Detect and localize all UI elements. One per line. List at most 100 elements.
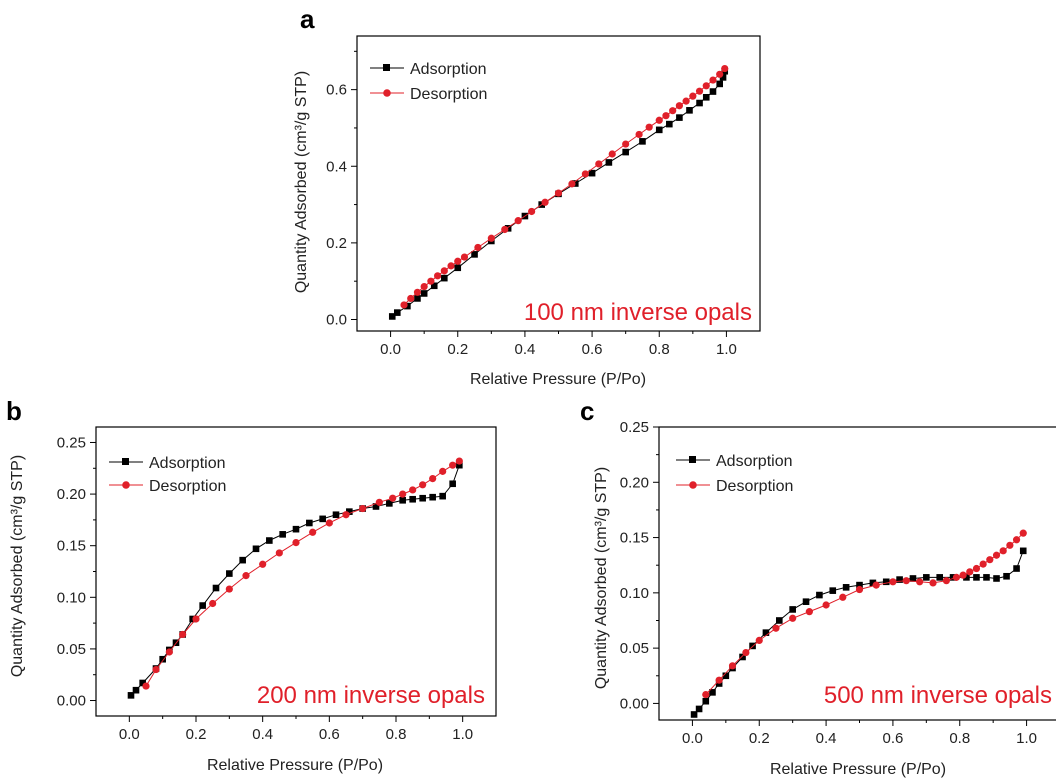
y-tick-label: 0.20 <box>57 486 86 503</box>
data-point-desorption <box>309 528 317 536</box>
data-point-adsorption <box>789 606 796 613</box>
data-point-desorption <box>342 511 350 519</box>
data-point-desorption <box>805 608 813 616</box>
data-point-desorption <box>702 82 710 90</box>
data-point-adsorption <box>430 282 438 290</box>
annotation-c: 500 nm inverse opals <box>824 682 1052 709</box>
data-point-adsorption <box>456 461 463 469</box>
data-point-adsorption <box>882 578 890 586</box>
data-point-adsorption <box>306 519 313 527</box>
data-point-adsorption <box>739 653 746 661</box>
panel-letter-b: b <box>6 396 22 426</box>
x-tick-label: 0.2 <box>186 726 207 743</box>
legend-adsorption-marker <box>383 64 390 71</box>
panel-b: b 0.0 0.2 0.4 0.6 0.8 1.0 0.00 0.05 0.10 0.15 0.20… <box>6 396 497 774</box>
data-point-adsorption <box>139 679 146 687</box>
x-axis-label-b: Relative Pressure (P/Po) <box>207 757 383 774</box>
data-point-desorption <box>721 64 729 73</box>
data-point-adsorption <box>1013 565 1020 572</box>
y-tick-label: 0.2 <box>326 235 347 252</box>
data-point-desorption <box>689 92 697 100</box>
data-point-desorption <box>434 272 442 280</box>
data-point-adsorption <box>252 545 260 553</box>
data-point-desorption <box>772 624 780 632</box>
data-point-adsorption <box>856 581 863 589</box>
data-point-adsorption <box>622 148 629 156</box>
data-point-desorption <box>822 601 830 609</box>
data-point-desorption <box>375 498 383 506</box>
data-point-adsorption <box>702 697 710 705</box>
plot-b: 0.0 0.2 0.4 0.6 0.8 1.0 0.00 0.05 0.10 0.15 0.20 0.… <box>57 426 497 743</box>
data-point-desorption <box>409 486 417 494</box>
x-tick-label: 0.2 <box>447 341 468 358</box>
data-point-adsorption <box>716 80 723 88</box>
data-point-adsorption <box>973 574 980 581</box>
data-point-adsorption <box>439 492 446 500</box>
annotation-b: 200 nm inverse opals <box>257 682 485 709</box>
data-point-desorption <box>541 198 549 206</box>
data-point-desorption <box>1019 529 1027 537</box>
x-tick-label: 1.0 <box>1016 730 1037 747</box>
data-point-desorption <box>554 189 563 197</box>
series-line-desorption <box>705 532 1024 695</box>
data-point-adsorption <box>686 107 693 114</box>
x-tick-label: 1.0 <box>716 341 737 358</box>
data-point-desorption <box>389 494 397 502</box>
legend-adsorption-marker <box>122 458 129 465</box>
data-point-adsorption <box>239 556 246 564</box>
data-point-desorption <box>474 243 482 252</box>
data-point-adsorption <box>346 508 353 515</box>
data-point-adsorption <box>719 74 727 81</box>
y-tick-label: 0.10 <box>620 585 649 602</box>
annotation-a: 100 nm inverse opals <box>524 299 752 326</box>
data-point-desorption <box>635 130 643 139</box>
data-point-desorption <box>242 572 250 580</box>
data-point-adsorption <box>127 692 135 699</box>
data-point-desorption <box>447 262 455 270</box>
data-point-desorption <box>929 579 937 587</box>
data-point-adsorption <box>802 598 810 605</box>
data-point-desorption <box>429 475 437 483</box>
data-point-adsorption <box>454 264 462 272</box>
data-point-adsorption <box>963 574 970 581</box>
data-point-adsorption <box>702 93 710 101</box>
data-point-adsorption <box>690 711 698 718</box>
data-point-desorption <box>581 170 589 178</box>
data-point-adsorption <box>419 494 426 502</box>
data-point-adsorption <box>666 120 673 128</box>
x-tick-label: 0.2 <box>749 730 770 747</box>
y-axis-label-b: Quantity Adsorbed (cm³/g STP) <box>9 455 26 677</box>
data-point-adsorption <box>709 88 717 95</box>
legend-a: Adsorption Desorption <box>370 61 487 103</box>
data-point-desorption <box>789 614 797 622</box>
data-point-adsorption <box>409 495 416 503</box>
x-tick-label: 0.0 <box>380 341 401 358</box>
data-point-desorption <box>608 150 616 158</box>
data-point-adsorption <box>1003 572 1010 580</box>
data-point-desorption <box>292 539 300 547</box>
y-tick-label: 0.15 <box>620 530 649 547</box>
data-point-adsorption <box>983 574 990 581</box>
data-point-desorption <box>192 615 200 623</box>
data-point-desorption <box>455 457 463 465</box>
data-point-adsorption <box>429 493 436 501</box>
data-point-desorption <box>460 253 469 261</box>
data-point-adsorption <box>842 584 850 591</box>
y-axis-label-c: Quantity Adsorbed (cm³/g STP) <box>593 467 610 689</box>
data-point-adsorption <box>399 496 406 504</box>
data-point-adsorption <box>655 126 663 134</box>
legend-adsorption-label: Adsorption <box>716 453 793 470</box>
plot-frame <box>658 426 1056 721</box>
data-point-desorption <box>449 461 457 469</box>
data-point-desorption <box>645 123 653 131</box>
x-axis-label-c: Relative Pressure (P/Po) <box>770 761 946 778</box>
x-axis-label-a: Relative Pressure (P/Po) <box>470 371 646 388</box>
data-point-adsorption <box>722 672 730 680</box>
y-tick-label: 0.10 <box>57 589 86 606</box>
data-point-desorption <box>568 180 576 188</box>
data-point-desorption <box>142 682 150 690</box>
data-point-adsorption <box>372 503 380 510</box>
data-point-desorption <box>999 547 1007 555</box>
data-point-adsorption <box>441 274 448 282</box>
data-point-adsorption <box>159 655 166 663</box>
